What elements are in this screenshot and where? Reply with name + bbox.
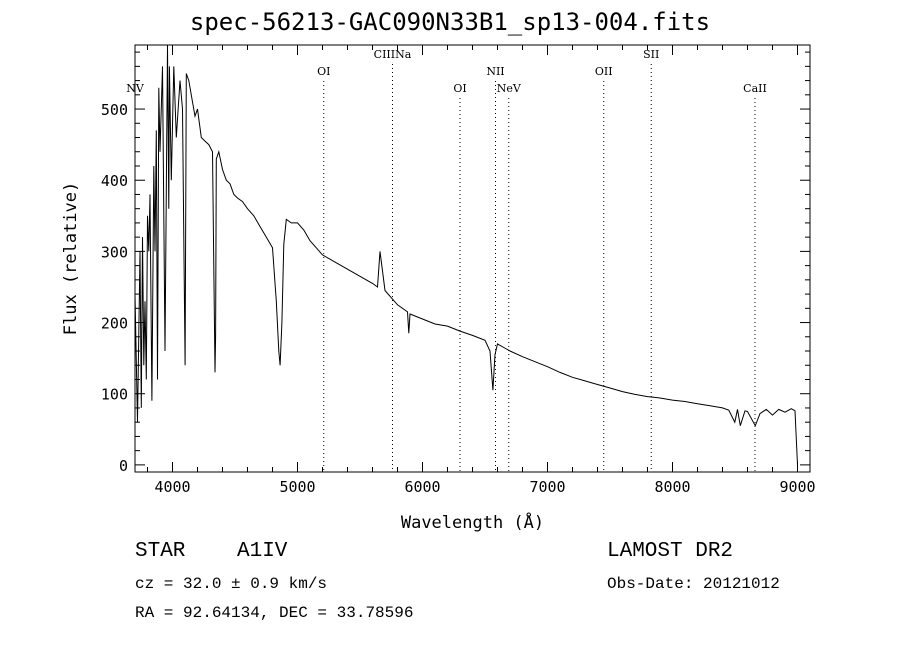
axis-ticks-layer: 4000 5000 6000 7000 8000 9000 0 100 200 300 400 500: [101, 45, 816, 496]
observation-date: Obs-Date: 20121012: [607, 575, 780, 593]
y-tick-label: 500: [101, 101, 128, 119]
marker-label: CIIINa: [374, 48, 412, 61]
plot-frame: [134, 44, 811, 473]
marker-label: OII: [595, 65, 613, 78]
x-tick-label: 8000: [654, 478, 690, 496]
x-axis-label: Wavelength (Å): [401, 511, 544, 533]
y-tick-label: 400: [101, 172, 128, 190]
object-subclass: A1IV: [237, 540, 288, 563]
marker-lines-layer: NV OI CIIINa OI NII NeV OII SII CaII: [126, 48, 767, 472]
marker-label: NeV: [497, 82, 522, 95]
marker-label: CaII: [743, 82, 767, 95]
y-tick-label: 0: [119, 457, 128, 475]
redshift-cz: cz = 32.0 ± 0.9 km/s: [135, 575, 328, 593]
y-tick-label: 200: [101, 315, 128, 333]
x-tick-label: 6000: [404, 478, 440, 496]
x-tick-label: 7000: [529, 478, 565, 496]
y-tick-label: 100: [101, 386, 128, 404]
y-axis-label: Flux (relative): [61, 182, 81, 336]
x-tick-label: 4000: [154, 478, 190, 496]
survey-name: LAMOST DR2: [607, 540, 734, 563]
ra-dec-coordinates: RA = 92.64134, DEC = 33.78596: [135, 604, 414, 622]
object-class: STAR: [135, 540, 186, 563]
x-tick-label: 5000: [279, 478, 315, 496]
x-tick-label: 9000: [779, 478, 815, 496]
marker-label: NV: [126, 82, 145, 95]
y-tick-label: 300: [101, 243, 128, 261]
marker-label: SII: [643, 48, 659, 61]
chart-title: spec-56213-GAC090N33B1_sp13-004.fits: [189, 8, 711, 36]
marker-label: NII: [486, 65, 504, 78]
marker-label: OI: [453, 82, 466, 95]
spectrum-line: [135, 45, 798, 465]
marker-label: OI: [317, 65, 330, 78]
